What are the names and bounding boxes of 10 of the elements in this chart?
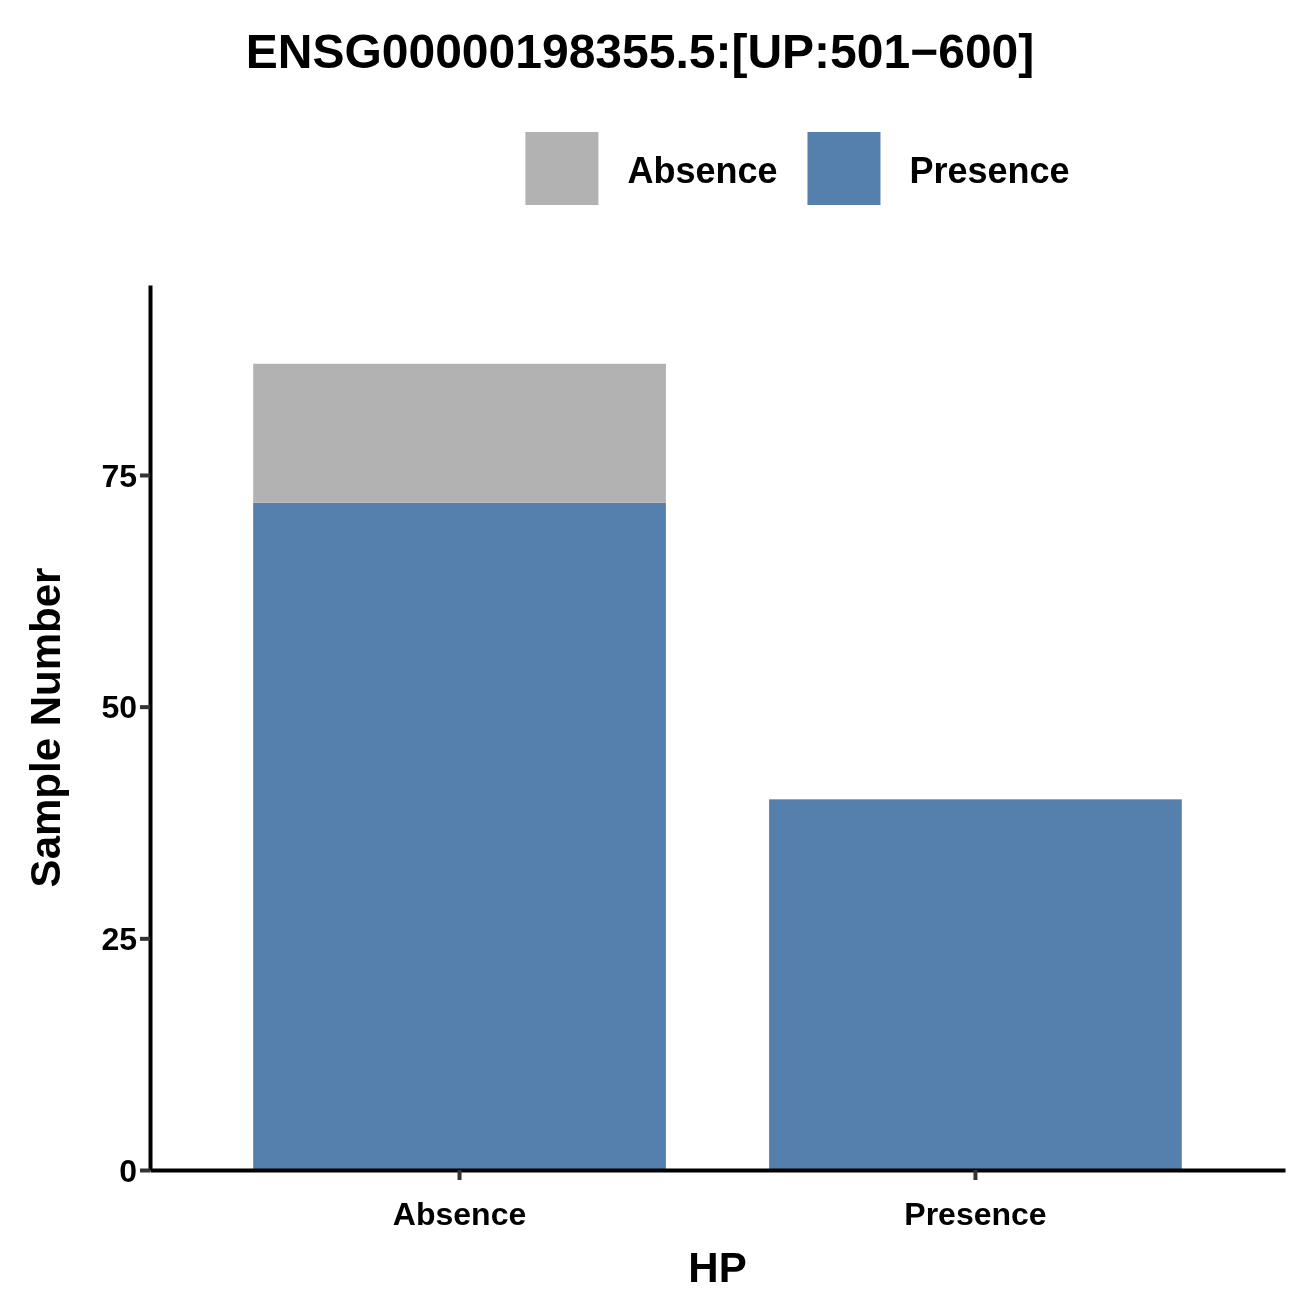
legend-label: Absence bbox=[627, 150, 778, 191]
y-tick-label: 25 bbox=[101, 921, 137, 958]
chart-title: ENSG00000198355.5:[UP:501−600] bbox=[245, 25, 1035, 78]
y-tick-label: 75 bbox=[101, 457, 137, 494]
y-axis-title: Sample Number bbox=[22, 567, 69, 888]
legend-label: Presence bbox=[909, 150, 1070, 191]
bar bbox=[253, 363, 666, 503]
y-tick-label: 0 bbox=[119, 1152, 137, 1189]
x-axis-title: HP bbox=[688, 1244, 747, 1291]
y-tick-label: 50 bbox=[101, 689, 137, 726]
